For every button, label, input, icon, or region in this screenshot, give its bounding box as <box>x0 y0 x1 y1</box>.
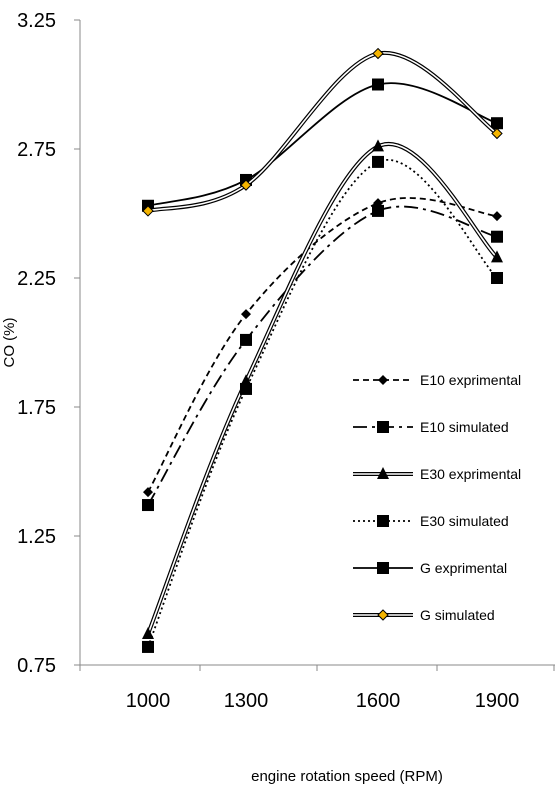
x-tick-label: 1300 <box>224 690 269 712</box>
data-point-e30-exprimental <box>491 250 503 263</box>
legend-marker-e10-simulated <box>377 421 389 433</box>
series-line-e10-exprimental <box>147 197 498 493</box>
series-line-e10-simulated <box>147 205 498 506</box>
data-point-e30-simulated <box>491 272 503 284</box>
data-point-g-simulated <box>142 205 154 217</box>
data-point-e10-simulated <box>142 499 154 512</box>
ticks: 0.75 1.25 1.75 2.25 2.75 3.25 1000 1300 1600 1900 <box>17 10 555 712</box>
series-g-simulated <box>142 47 503 217</box>
data-point-e30-simulated <box>142 640 154 653</box>
data-point-e30-exprimental <box>372 139 384 152</box>
legend: E10 exprimental E10 simulated E30 exprimen… <box>353 372 521 623</box>
data-point-g-exprimental <box>491 117 503 130</box>
data-point-e30-simulated <box>372 155 384 168</box>
x-tick-label: 1900 <box>475 690 520 712</box>
data-point-g-simulated <box>372 47 384 60</box>
y-tick-label: 1.75 <box>17 397 56 419</box>
legend-item-e10-exprimental: E10 exprimental <box>353 372 521 388</box>
series-layer <box>142 47 503 653</box>
y-tick-label: 2.75 <box>17 139 56 161</box>
legend-marker-e30-simulated <box>377 515 389 527</box>
data-point-e10-simulated <box>491 230 503 243</box>
legend-label: E10 simulated <box>420 419 509 435</box>
series-e10-simulated <box>142 204 503 512</box>
legend-label: G simulated <box>420 607 495 623</box>
x-tick-label: 1600 <box>356 690 401 712</box>
legend-item-e30-exprimental: E30 exprimental <box>353 466 521 482</box>
y-tick-label: 0.75 <box>17 655 56 677</box>
series-line-e30-exprimental-inner <box>147 143 498 635</box>
data-point-e30-exprimental <box>142 627 154 640</box>
y-axis-title: CO (%) <box>1 318 18 368</box>
y-tick-label: 2.25 <box>17 268 56 290</box>
x-axis-title: engine rotation speed (RPM) <box>251 768 443 785</box>
series-line-e30-simulated <box>147 159 498 648</box>
data-point-e10-exprimental <box>241 309 251 320</box>
data-point-g-simulated <box>240 179 252 191</box>
legend-label: E30 simulated <box>420 513 509 529</box>
data-point-e10-exprimental <box>143 487 153 498</box>
legend-item-g-exprimental: G exprimental <box>353 560 507 576</box>
series-e10-exprimental <box>143 197 502 498</box>
data-point-e10-simulated <box>240 333 252 346</box>
data-point-e30-simulated <box>240 382 252 395</box>
legend-item-g-simulated: G simulated <box>353 607 495 623</box>
data-point-g-simulated <box>491 127 503 140</box>
data-point-g-exprimental <box>372 78 384 91</box>
legend-marker-g-simulated <box>377 609 389 621</box>
y-tick-label: 3.25 <box>17 10 56 32</box>
series-line-g-simulated-inner <box>147 52 498 212</box>
x-tick-label: 1000 <box>126 690 171 712</box>
series-e30-simulated <box>142 155 503 653</box>
legend-label: E30 exprimental <box>420 466 521 482</box>
legend-item-e10-simulated: E10 simulated <box>353 419 509 435</box>
data-point-e10-simulated <box>372 204 384 217</box>
legend-item-e30-simulated: E30 simulated <box>353 513 509 529</box>
legend-label: E10 exprimental <box>420 372 521 388</box>
data-point-e10-exprimental <box>492 211 502 222</box>
legend-label: G exprimental <box>420 560 507 576</box>
y-tick-label: 1.25 <box>17 526 56 548</box>
legend-marker-e10-exprimental <box>378 375 388 385</box>
series-line-g-exprimental <box>147 82 498 207</box>
legend-marker-e30-exprimental <box>377 467 389 479</box>
legend-marker-g-exprimental <box>377 562 389 574</box>
